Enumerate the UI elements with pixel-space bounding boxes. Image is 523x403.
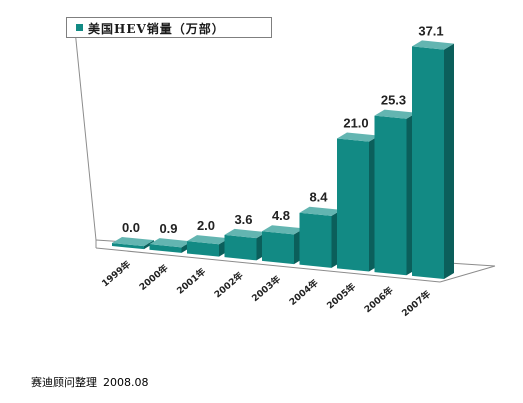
category-label: 2003年 bbox=[249, 273, 283, 304]
bar-top bbox=[149, 238, 192, 248]
data-label: 8.4 bbox=[309, 190, 328, 205]
category-label: 2007年 bbox=[399, 288, 433, 319]
legend-swatch bbox=[76, 24, 83, 31]
source-note: 赛迪顾问整理 2008.08 bbox=[31, 374, 155, 390]
data-label: 4.8 bbox=[272, 208, 290, 223]
bar-front bbox=[412, 46, 444, 279]
bar-top bbox=[112, 237, 154, 247]
bar-front bbox=[299, 212, 332, 268]
category-label: 2000年 bbox=[137, 262, 171, 293]
source-date: 2008.08 bbox=[103, 376, 149, 389]
bar-top bbox=[224, 228, 267, 239]
bar-front bbox=[337, 138, 369, 272]
bar-top bbox=[299, 206, 342, 216]
data-label: 2.0 bbox=[197, 218, 215, 233]
bar-top bbox=[187, 235, 229, 245]
data-label: 0.0 bbox=[122, 220, 140, 235]
legend-label: 美国HEV销量（万部） bbox=[88, 22, 225, 36]
data-label: 3.6 bbox=[234, 212, 252, 227]
back-wall bbox=[84, 20, 117, 240]
bar-front bbox=[187, 241, 219, 257]
data-label: 21.0 bbox=[343, 115, 368, 130]
floor-right-edge bbox=[439, 265, 496, 283]
source-text: 赛迪顾问整理 bbox=[31, 376, 97, 389]
chart-legend: 美国HEV销量（万部） bbox=[66, 17, 272, 38]
bar-front bbox=[149, 244, 182, 253]
category-label: 2004年 bbox=[287, 277, 321, 308]
bar-front bbox=[262, 231, 294, 265]
bar-side bbox=[144, 240, 154, 250]
bar-front bbox=[112, 243, 144, 250]
category-label: 1999年 bbox=[99, 258, 133, 289]
category-label: 2005年 bbox=[324, 281, 358, 312]
bar-front bbox=[374, 115, 407, 276]
bar-top bbox=[412, 40, 454, 50]
bar-top bbox=[337, 132, 379, 142]
data-label: 37.1 bbox=[418, 23, 443, 38]
bar-front bbox=[224, 234, 257, 261]
floor-front-edge bbox=[95, 247, 441, 283]
category-label: 2002年 bbox=[212, 269, 246, 300]
wall-edge-left bbox=[74, 29, 97, 241]
category-label: 2001年 bbox=[174, 266, 208, 297]
bar-top bbox=[262, 225, 304, 235]
bar-side bbox=[444, 43, 454, 279]
category-label: 2006年 bbox=[362, 284, 396, 315]
bar-top bbox=[374, 109, 417, 119]
data-label: 0.9 bbox=[159, 221, 177, 236]
data-label: 25.3 bbox=[381, 93, 406, 108]
